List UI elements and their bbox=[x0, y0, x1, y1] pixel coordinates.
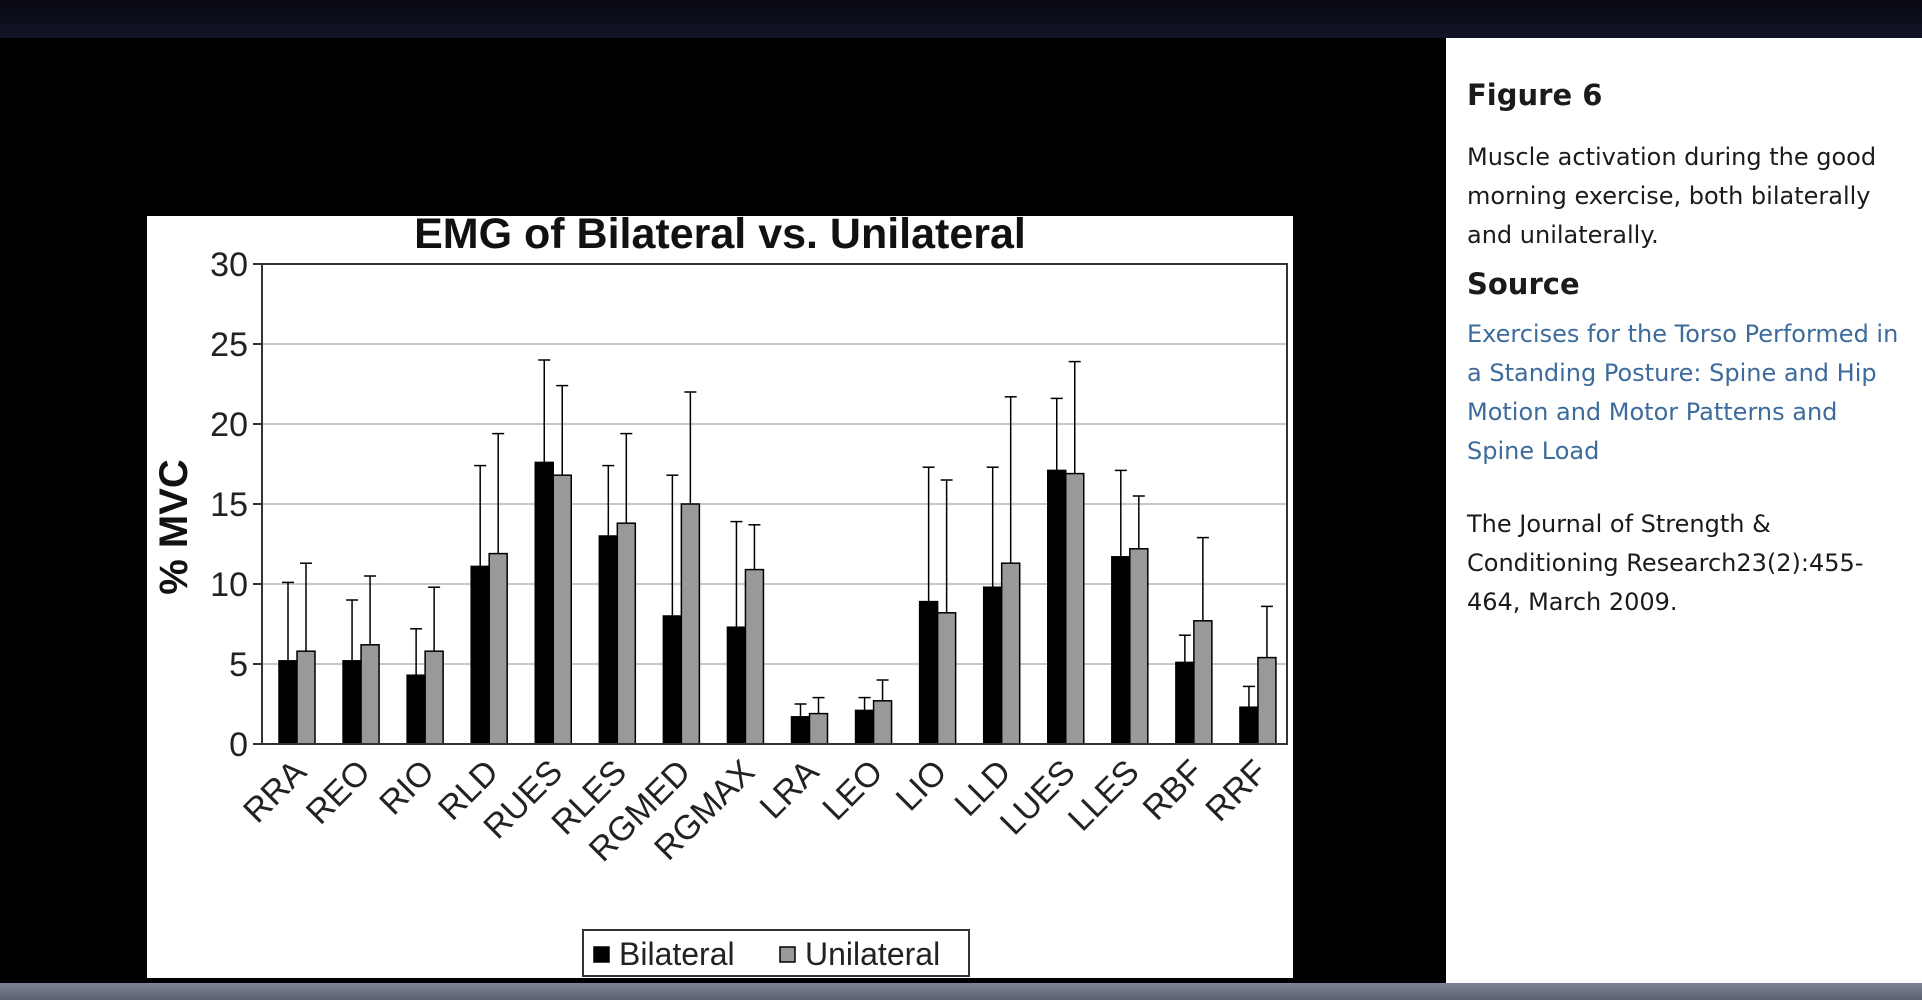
bar-unilateral-lles bbox=[1129, 548, 1149, 745]
viewer-top-bar bbox=[0, 0, 1922, 38]
bar-bilateral-rra bbox=[278, 660, 298, 745]
bar-unilateral-rio bbox=[424, 650, 444, 745]
bar-bilateral-leo bbox=[854, 709, 875, 745]
bar-bilateral-rio bbox=[406, 674, 426, 745]
bar-unilateral-lio bbox=[936, 612, 957, 745]
legend-swatch-unilateral bbox=[779, 946, 796, 963]
source-article-link[interactable]: Exercises for the Torso Performed in a S… bbox=[1467, 320, 1899, 465]
figure-caption: Muscle activation during the good mornin… bbox=[1467, 143, 1877, 249]
figure-info-panel: Figure 6 Muscle activation during the go… bbox=[1446, 38, 1922, 983]
bar-unilateral-rles bbox=[616, 522, 637, 745]
y-tick-label: 5 bbox=[229, 646, 248, 684]
legend-swatch-bilateral bbox=[593, 946, 610, 963]
axes bbox=[253, 263, 1288, 745]
bar-bilateral-rbf bbox=[1175, 661, 1195, 745]
figure-title: Figure 6 bbox=[1467, 78, 1603, 112]
bar-unilateral-lra bbox=[808, 712, 829, 745]
bar-unilateral-rgmax bbox=[744, 568, 765, 745]
y-tick-label: 20 bbox=[210, 406, 248, 444]
legend-label-bilateral: Bilateral bbox=[619, 936, 735, 972]
bar-unilateral-lues bbox=[1065, 472, 1085, 745]
bar-bilateral-rgmax bbox=[726, 626, 747, 745]
y-tick-label: 25 bbox=[210, 326, 248, 364]
y-axis-label: % MVC bbox=[152, 459, 196, 595]
bar-unilateral-rld bbox=[488, 552, 508, 745]
viewer-bottom-bar bbox=[0, 983, 1922, 1000]
source-heading: Source bbox=[1467, 267, 1580, 301]
bar-bilateral-rld bbox=[470, 565, 490, 745]
chart-figure: EMG of Bilateral vs. Unilateral % MVC 0 5… bbox=[147, 216, 1293, 978]
bar-bilateral-lld bbox=[982, 586, 1003, 745]
legend: Bilateral Unilateral bbox=[582, 929, 970, 977]
plot-frame bbox=[261, 263, 1288, 745]
y-tick-label: 0 bbox=[229, 726, 248, 764]
bar-unilateral-rues bbox=[552, 474, 572, 745]
bar-bilateral-rles bbox=[598, 535, 619, 745]
bar-unilateral-rra bbox=[296, 650, 316, 745]
bar-unilateral-lld bbox=[1000, 562, 1021, 745]
bar-unilateral-reo bbox=[360, 644, 380, 745]
bar-unilateral-rbf bbox=[1193, 620, 1213, 745]
bar-unilateral-rgmed bbox=[680, 503, 701, 745]
bar-bilateral-lles bbox=[1111, 556, 1131, 745]
bar-unilateral-rrf bbox=[1257, 656, 1277, 745]
bar-bilateral-reo bbox=[342, 660, 362, 745]
bar-bilateral-rgmed bbox=[662, 615, 683, 745]
bar-bilateral-rrf bbox=[1239, 706, 1259, 745]
bar-bilateral-lra bbox=[790, 716, 811, 745]
bar-unilateral-leo bbox=[872, 700, 893, 745]
bar-bilateral-lio bbox=[918, 600, 939, 745]
legend-label-unilateral: Unilateral bbox=[805, 936, 940, 972]
journal-citation: The Journal of Strength & Conditioning R… bbox=[1467, 510, 1864, 616]
chart-title: EMG of Bilateral vs. Unilateral bbox=[414, 216, 1026, 258]
y-tick-labels: 0 5 10 15 20 25 30 bbox=[210, 246, 248, 764]
error-bars bbox=[282, 359, 1273, 717]
y-tick-label: 15 bbox=[210, 486, 248, 524]
bar-bilateral-lues bbox=[1047, 469, 1067, 745]
emg-bar-chart: EMG of Bilateral vs. Unilateral % MVC 0 5… bbox=[147, 216, 1293, 978]
y-tick-label: 10 bbox=[210, 566, 248, 604]
bar-bilateral-rues bbox=[534, 461, 554, 745]
y-tick-label: 30 bbox=[210, 246, 248, 284]
